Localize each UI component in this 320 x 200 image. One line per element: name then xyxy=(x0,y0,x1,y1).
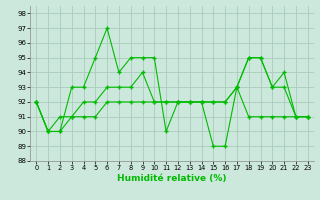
X-axis label: Humidité relative (%): Humidité relative (%) xyxy=(117,174,227,183)
